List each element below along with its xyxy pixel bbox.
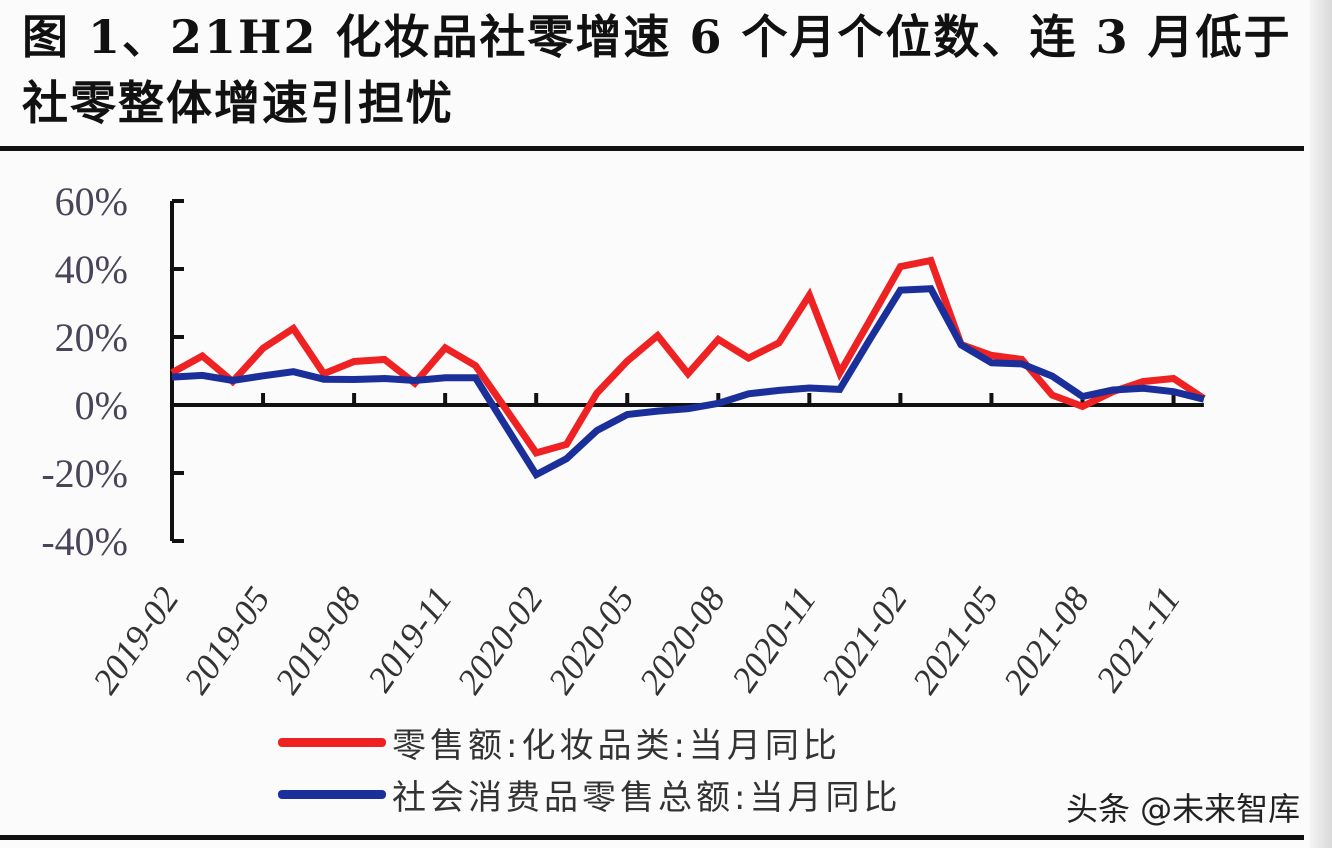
- x-tick-label: 2020-08: [631, 580, 733, 701]
- x-tick-label: 2021-11: [1088, 580, 1188, 699]
- series-total-retail-line: [171, 285, 1205, 480]
- x-tick-label: 2020-02: [449, 580, 551, 701]
- line-chart: 60% 40% 20% 0% -20% -40% 2019-022019-052019-0…: [41, 179, 1206, 701]
- legend-item-cosmetics: 零售额:化妆品类:当月同比: [278, 716, 901, 768]
- legend-label: 零售额:化妆品类:当月同比: [392, 725, 841, 766]
- series-cosmetics-line: [170, 256, 1206, 457]
- top-rule: [0, 146, 1304, 151]
- x-tick-label: 2021-08: [995, 580, 1097, 701]
- x-tick-label: 2020-11: [724, 580, 824, 699]
- bottom-rule: [0, 835, 1304, 840]
- x-tick-label: 2019-11: [360, 580, 460, 699]
- chart-series: [170, 256, 1206, 480]
- x-tick-label: 2020-05: [540, 580, 642, 701]
- x-axis: 2019-022019-052019-082019-112020-022020-…: [85, 393, 1204, 701]
- y-axis: 60% 40% 20% 0% -20% -40%: [41, 179, 184, 564]
- watermark: 头条 @未来智库: [1066, 790, 1301, 828]
- y-tick-label: 60%: [55, 179, 128, 224]
- legend-swatch-red: [278, 737, 386, 747]
- y-tick-label: 0%: [75, 383, 128, 428]
- y-tick-label: -20%: [41, 451, 128, 496]
- x-tick-label: 2019-02: [85, 580, 187, 701]
- x-tick-label: 2021-05: [904, 580, 1006, 701]
- legend-label: 社会消费品零售总额:当月同比: [392, 777, 902, 818]
- figure-title: 图 1、21H2 化妆品社零增速 6 个月个位数、连 3 月低于社零整体增速引担…: [22, 10, 1292, 130]
- y-tick-label: 20%: [55, 315, 128, 360]
- legend-swatch-blue: [278, 789, 386, 799]
- x-tick-label: 2019-08: [267, 580, 369, 701]
- y-tick-label: -40%: [41, 519, 128, 564]
- y-tick-label: 40%: [55, 247, 128, 292]
- legend-item-total: 社会消费品零售总额:当月同比: [278, 768, 901, 820]
- page-edge-shadow: [1310, 0, 1332, 848]
- legend: 零售额:化妆品类:当月同比 社会消费品零售总额:当月同比: [278, 716, 901, 820]
- x-tick-label: 2021-02: [813, 580, 915, 701]
- x-tick-label: 2019-05: [176, 580, 278, 701]
